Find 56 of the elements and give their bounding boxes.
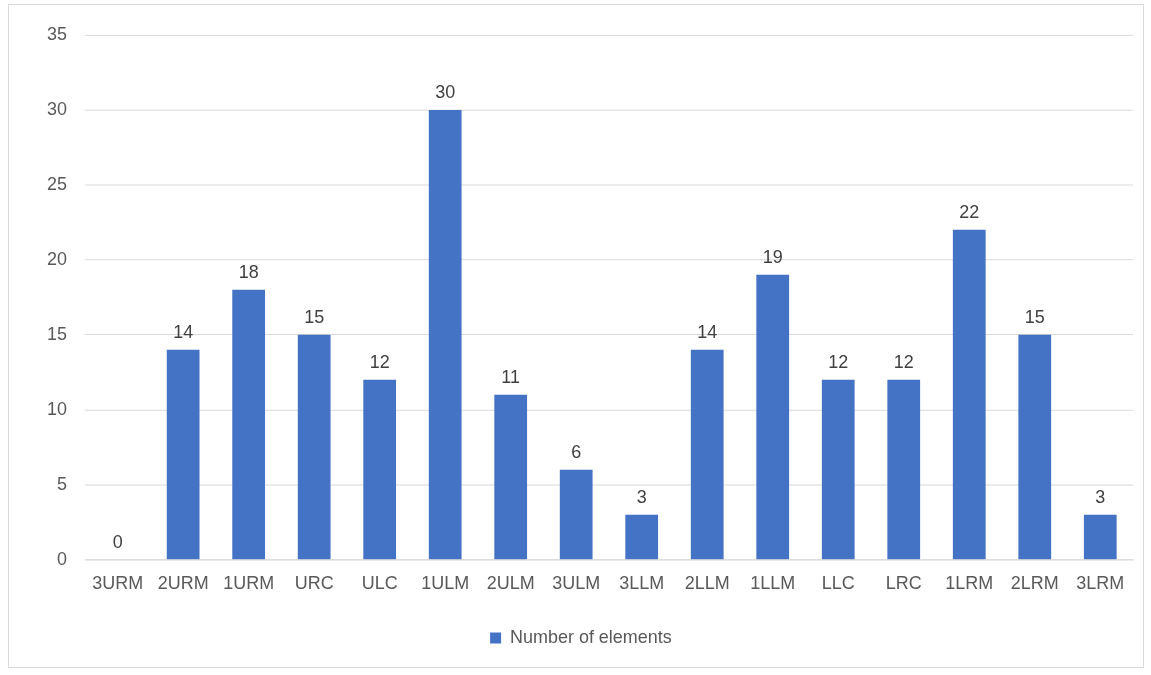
x-tick-label: URC	[294, 573, 334, 594]
data-label: 15	[304, 306, 325, 327]
y-tick-label: 5	[56, 473, 67, 494]
x-tick-label: 3URM	[92, 573, 144, 594]
data-label: 0	[112, 531, 123, 552]
y-tick-label: 20	[46, 248, 67, 269]
data-label: 6	[571, 441, 582, 462]
bar	[232, 289, 266, 560]
y-tick-label: 25	[46, 173, 67, 194]
bar	[887, 379, 921, 560]
x-tick-label: ULC	[361, 573, 398, 594]
bar	[428, 109, 462, 560]
x-tick-label: 1ULM	[421, 573, 470, 594]
legend-label: Number of elements	[510, 627, 672, 648]
x-tick-label: 2LRM	[1010, 573, 1059, 594]
y-tick-label: 35	[46, 23, 67, 44]
bar	[756, 274, 790, 560]
data-label: 12	[828, 351, 849, 372]
data-label: 11	[501, 366, 521, 387]
y-tick-label: 10	[46, 398, 67, 419]
bar	[690, 349, 724, 560]
x-tick-label: 1LRM	[945, 573, 994, 594]
bar	[1018, 334, 1052, 560]
bar	[494, 394, 528, 560]
data-label: 3	[636, 486, 647, 507]
data-label: 14	[697, 321, 718, 342]
x-tick-label: 2ULM	[486, 573, 535, 594]
bar	[297, 334, 331, 560]
bar	[821, 379, 855, 560]
data-label: 18	[238, 261, 259, 282]
x-tick-label: 2LLM	[684, 573, 730, 594]
y-tick-label: 30	[46, 98, 67, 119]
bar	[1083, 514, 1117, 560]
data-label: 19	[762, 246, 783, 267]
data-label: 30	[435, 81, 456, 102]
x-tick-label: LRC	[885, 573, 922, 594]
data-label: 12	[893, 351, 914, 372]
x-tick-label: 2URM	[157, 573, 209, 594]
bar	[363, 379, 397, 560]
data-label: 14	[173, 321, 194, 342]
data-label: 12	[369, 351, 390, 372]
y-tick-label: 15	[46, 323, 67, 344]
x-tick-label: 3LLM	[619, 573, 665, 594]
x-tick-label: LLC	[821, 573, 855, 594]
data-label: 22	[959, 201, 980, 222]
x-tick-label: 1URM	[223, 573, 275, 594]
data-label: 3	[1095, 486, 1106, 507]
y-tick-label: 0	[56, 548, 67, 569]
x-tick-label: 3ULM	[552, 573, 601, 594]
bar	[625, 514, 659, 560]
bar	[952, 229, 986, 560]
x-tick-label: 3LRM	[1076, 573, 1125, 594]
data-label: 15	[1024, 306, 1045, 327]
bar	[559, 469, 593, 560]
bar	[166, 349, 200, 560]
x-tick-label: 1LLM	[750, 573, 796, 594]
